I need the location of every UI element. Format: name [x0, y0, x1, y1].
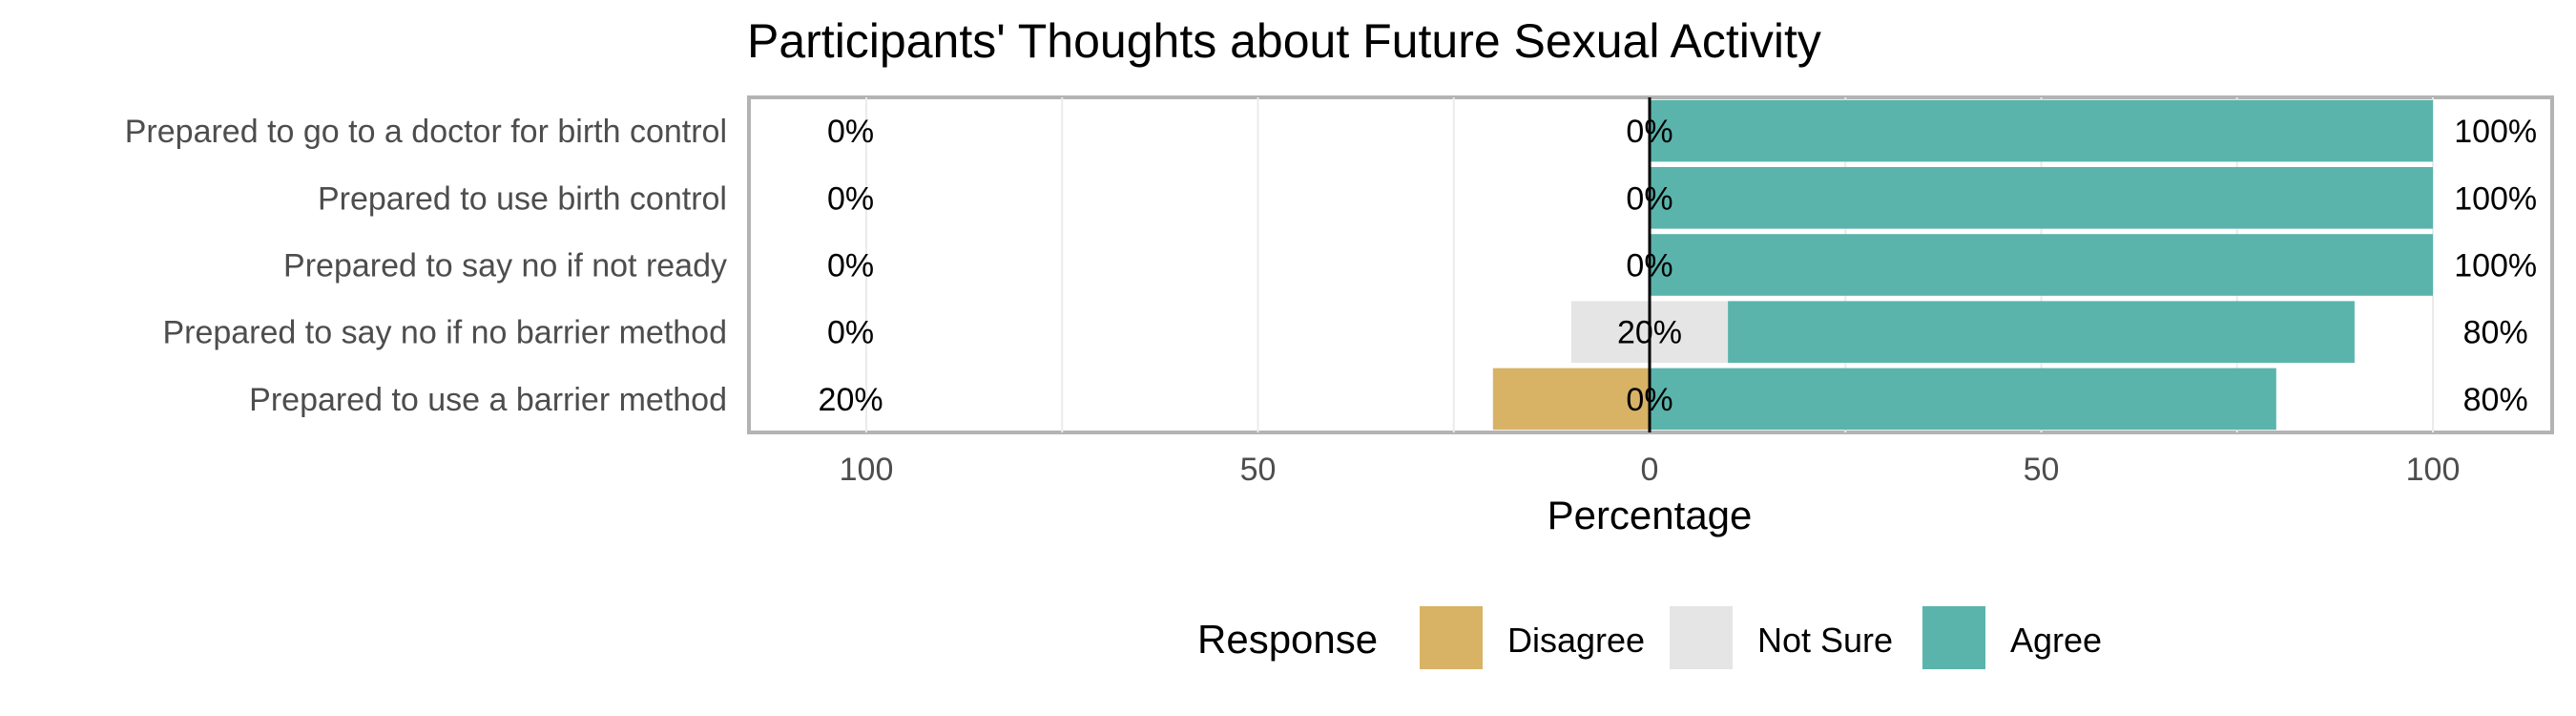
x-axis-title: Percentage: [1548, 493, 1753, 537]
category-label: Prepared to use a barrier method: [249, 382, 727, 418]
right-percent-label: 100%: [2454, 180, 2537, 217]
category-label: Prepared to say no if no barrier method: [162, 315, 727, 351]
legend-label: Disagree: [1507, 621, 1645, 660]
center-percent-label: 0%: [1626, 248, 1672, 284]
right-percent-label: 80%: [2463, 382, 2528, 418]
x-tick-label: 100: [2406, 452, 2461, 488]
chart-title: Participants' Thoughts about Future Sexu…: [747, 14, 1821, 68]
category-label: Prepared to say no if not ready: [283, 248, 727, 284]
x-tick-label: 100: [840, 452, 894, 488]
category-label: Prepared to use birth control: [318, 180, 727, 217]
legend: Response Disagree Not Sure Agree: [1197, 606, 2102, 669]
left-percent-label: 0%: [827, 315, 874, 351]
category-labels: Prepared to go to a doctor for birth con…: [125, 114, 727, 418]
bar-disagree: [1492, 368, 1650, 431]
bar-agree: [1650, 368, 2276, 431]
left-percent-label: 20%: [819, 382, 883, 418]
legend-swatch: [1420, 606, 1483, 669]
x-tick-label: 50: [2024, 452, 2060, 488]
x-tick-label: 0: [1641, 452, 1659, 488]
x-axis-ticks: 100 50 0 50 100: [840, 452, 2461, 488]
center-percent-label: 0%: [1626, 180, 1672, 217]
legend-title: Response: [1197, 617, 1378, 662]
left-percent-label: 0%: [827, 114, 874, 150]
right-percent-label: 80%: [2463, 315, 2528, 351]
bar-agree: [1728, 301, 2355, 363]
legend-label: Agree: [2010, 621, 2102, 660]
center-percent-label: 20%: [1617, 315, 1682, 351]
center-percent-label: 0%: [1626, 114, 1672, 150]
center-percent-label: 0%: [1626, 382, 1672, 418]
bar-agree: [1650, 234, 2433, 296]
left-percent-label: 0%: [827, 180, 874, 217]
legend-swatch: [1922, 606, 1985, 669]
right-percent-label: 100%: [2454, 114, 2537, 150]
left-percent-label: 0%: [827, 248, 874, 284]
right-percent-label: 100%: [2454, 248, 2537, 284]
bar-agree: [1650, 99, 2433, 162]
legend-label: Not Sure: [1757, 621, 1893, 660]
bar-agree: [1650, 167, 2433, 229]
x-tick-label: 50: [1240, 452, 1277, 488]
legend-swatch: [1670, 606, 1733, 669]
percent-labels: 0% 0% 100% 0% 0% 100% 0% 0% 100% 0% 20% 80% 20% 0% 80%: [819, 114, 2538, 418]
category-label: Prepared to go to a doctor for birth con…: [125, 114, 727, 150]
